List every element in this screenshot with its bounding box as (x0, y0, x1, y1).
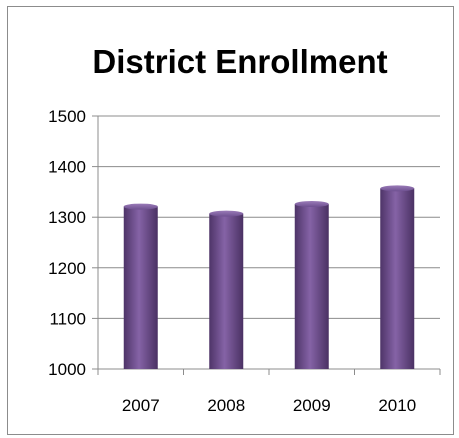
bar-2008 (209, 213, 244, 369)
bar-cap-2010 (380, 185, 415, 192)
x-tick-label: 2009 (293, 396, 331, 415)
bar-cap-2008 (209, 210, 244, 217)
y-tick-label: 1000 (48, 360, 86, 379)
y-tick-label: 1400 (48, 158, 86, 177)
y-tick-label: 1200 (48, 259, 86, 278)
bars (123, 185, 415, 369)
bar-2007 (123, 206, 158, 369)
chart-title: District Enrollment (92, 43, 387, 80)
bar-2010 (380, 188, 415, 369)
x-tick-label: 2008 (207, 396, 245, 415)
bar-cap-2007 (123, 203, 158, 210)
x-tick-label: 2010 (378, 396, 416, 415)
y-tick-label: 1100 (49, 309, 86, 328)
bar-cap-2009 (294, 201, 329, 208)
y-tick-label: 1300 (48, 208, 86, 227)
x-tick-label: 2007 (122, 396, 160, 415)
y-tick-label: 1500 (48, 107, 86, 126)
tick-labels: 1000 1100 1200 1300 1400 1500 2007 2008 2009 2010 (48, 107, 416, 415)
bar-2009 (294, 204, 329, 369)
